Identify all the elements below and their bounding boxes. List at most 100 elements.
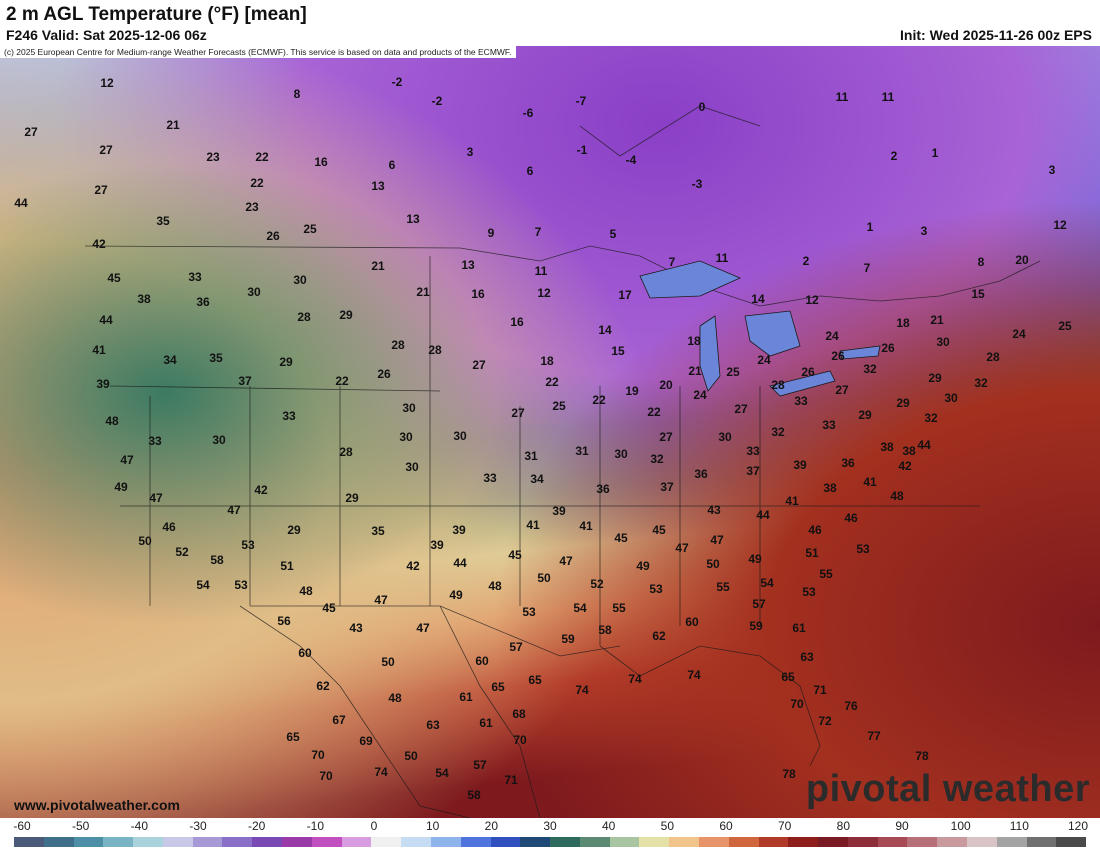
mexico-borders [239,605,541,818]
colorbar-tick: -10 [306,819,324,833]
temperature-label: 21 [371,259,385,273]
temperature-label: 30 [293,273,307,287]
temperature-label: 52 [590,577,604,591]
temperature-label: -1 [577,143,588,157]
temperature-label: 47 [374,593,388,607]
colorbar-swatch [162,837,193,847]
lake-michigan [699,315,721,392]
temperature-label: 2 [891,149,898,163]
temperature-label: 74 [575,683,589,697]
temperature-label: 27 [472,358,486,372]
temperature-label: 22 [250,176,264,190]
colorbar-tick: 0 [370,819,378,833]
temperature-label: 28 [339,445,353,459]
temperature-label: 27 [734,402,748,416]
temperature-label: 49 [449,588,463,602]
temperature-map[interactable]: 12 8 -2 -2 -6 -7 0 11 11 27 21 3 -1 -4 2 1 27 23 22 16 6 6 3 27… [0,46,1100,818]
colorbar-swatch [669,837,699,847]
temperature-label: 39 [96,377,110,391]
temperature-label: 39 [430,538,444,552]
colorbar-swatch [133,837,163,847]
temperature-label: 31 [524,449,538,463]
temperature-label: 71 [504,773,518,787]
colorbar-tick: 30 [543,819,557,833]
temperature-label: 33 [822,418,836,432]
temperature-label: 27 [24,125,38,139]
temperature-label: 13 [461,258,475,272]
temperature-label: 65 [528,673,542,687]
temperature-label: 37 [238,374,252,388]
init-time: Init: Wed 2025-11-26 00z EPS [900,27,1092,43]
temperature-label: 60 [298,646,312,660]
colorbar-swatch [43,837,74,847]
temperature-label: 23 [245,200,259,214]
temperature-label: 41 [92,343,106,357]
temperature-label: 49 [748,552,762,566]
colorbar-swatch [550,837,580,847]
temperature-label: -2 [432,94,443,108]
temperature-label: 28 [771,378,785,392]
temperature-label: 38 [137,292,151,306]
temperature-label: 24 [693,388,707,402]
temperature-label: 26 [266,229,280,243]
temperature-label: 47 [710,533,724,547]
colorbar-swatch [818,837,848,847]
colorbar-tick: -60 [13,819,31,833]
temperature-label: 63 [426,718,440,732]
colorbar-tick: -50 [71,819,90,833]
temperature-label: 33 [746,444,760,458]
temperature-label: 8 [978,255,985,269]
temperature-label: 44 [756,508,770,522]
colorbar-swatch [728,837,759,847]
temperature-label: 43 [707,503,721,517]
colorbar-tick: -20 [247,819,266,833]
temperature-label: 27 [659,430,673,444]
temperature-label: 22 [592,393,606,407]
temperature-label: 36 [196,295,210,309]
map-title: 2 m AGL Temperature (°F) [mean] [6,4,307,25]
temperature-label: 47 [559,554,573,568]
site-url[interactable]: www.pivotalweather.com [14,797,180,813]
temperature-label: 51 [280,559,294,573]
temperature-label: 52 [175,545,189,559]
colorbar-swatch [73,837,104,847]
colorbar-tick: 60 [719,819,733,833]
temperature-label: 39 [793,458,807,472]
temperature-label: 36 [841,456,855,470]
temperature-label: 74 [628,672,642,686]
colorbar-tick: 90 [895,819,909,833]
temperature-label: 47 [227,503,241,517]
temperature-label: 59 [561,632,575,646]
temperature-label: 22 [335,374,349,388]
temperature-label: 26 [377,367,391,381]
temperature-label: 34 [163,353,177,367]
temperature-label: 57 [509,640,523,654]
temperature-label: 0 [699,100,706,114]
temperature-label: 58 [598,623,612,637]
temperature-label: 41 [579,519,593,533]
temperature-label: 12 [537,286,551,300]
temperature-label: 42 [92,237,106,251]
temperature-label: 30 [944,391,958,405]
temperature-label: 29 [928,371,942,385]
temperature-label: 45 [614,531,628,545]
great-lakes [639,260,881,397]
colorbar-swatch [609,837,640,847]
temperature-label: 28 [428,343,442,357]
temperature-label: 48 [890,489,904,503]
colorbar-scale [14,837,1087,847]
temperature-label: 61 [792,621,806,635]
temperature-label: 37 [660,480,674,494]
colorbar-tick: 80 [836,819,851,833]
temperature-label: 44 [14,196,28,210]
colorbar-swatch [788,837,819,847]
temperature-label: 27 [835,383,849,397]
temperature-label: 33 [282,409,296,423]
colorbar-tick: 10 [425,819,440,833]
state-borders [109,256,980,657]
temperature-label: 41 [863,475,877,489]
temperature-label: 42 [254,483,268,497]
temperature-label: 16 [314,155,328,169]
temperature-label: 29 [345,491,359,505]
